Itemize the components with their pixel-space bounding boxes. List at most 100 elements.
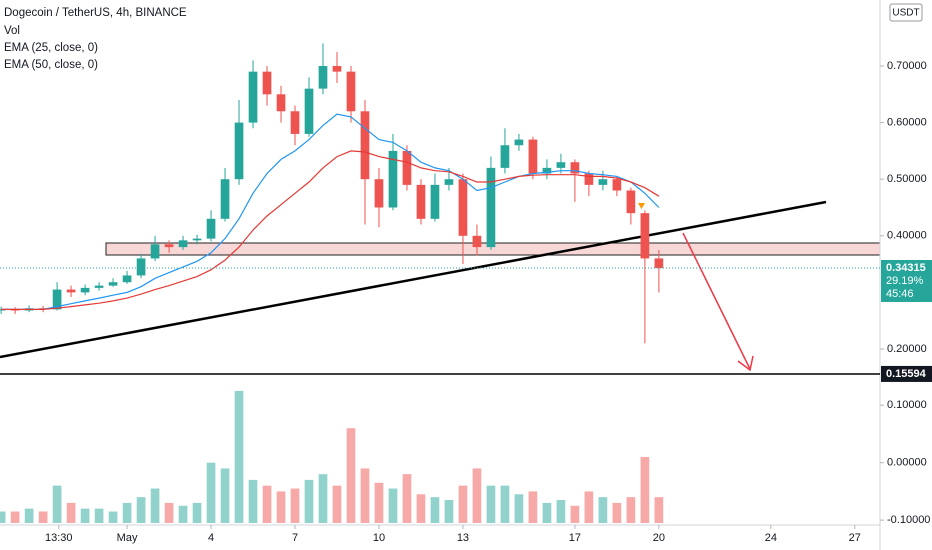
volume-bar	[360, 468, 370, 523]
ema-line	[1, 150, 660, 310]
volume-bar	[38, 511, 48, 523]
chart-title: Dogecoin / TetherUS, 4h, BINANCE	[4, 7, 187, 19]
volume-bar	[388, 488, 398, 523]
level-label-box	[881, 365, 932, 382]
candle-body	[262, 71, 272, 95]
volume-bar	[164, 502, 174, 523]
candle-body	[444, 179, 454, 185]
x-tick-label: 24	[765, 532, 777, 544]
candle-body	[402, 150, 412, 185]
x-tick-label: May	[117, 532, 138, 544]
volume-bar	[234, 390, 244, 523]
last-price-countdown: 45:46	[886, 288, 914, 300]
volume-bar	[640, 456, 650, 523]
legend-ema: EMA (50, close, 0)	[4, 59, 98, 71]
candle-body	[472, 235, 482, 248]
volume-bar	[10, 511, 20, 523]
last-price-label: 0.34315	[886, 262, 926, 274]
candle-body	[570, 162, 580, 174]
candle-body	[178, 240, 188, 248]
x-tick-label: 13	[457, 532, 469, 544]
last-price-change: 29.19%	[886, 275, 924, 287]
candle-body	[500, 145, 510, 168]
volume-bar	[0, 511, 6, 523]
ema-line	[1, 113, 660, 310]
volume-bar	[136, 497, 146, 523]
candle-body	[626, 190, 636, 214]
legend-ema: EMA (25, close, 0)	[4, 42, 98, 54]
candle-body	[528, 139, 538, 174]
currency-box[interactable]	[889, 3, 923, 22]
signal-marker	[638, 203, 645, 209]
y-tick-label: 0.70000	[887, 60, 927, 72]
volume-bar	[402, 474, 412, 523]
candle-body	[220, 179, 230, 219]
x-tick-label: 17	[569, 532, 581, 544]
candle-body	[486, 167, 496, 248]
volume-bar	[598, 497, 608, 523]
volume-bar	[570, 505, 580, 523]
candle-body	[122, 275, 132, 283]
candle-body	[584, 173, 594, 185]
volume-bar	[304, 479, 314, 523]
candle-body	[654, 258, 664, 269]
volume-bar	[66, 502, 76, 523]
y-tick-label: 0.20000	[887, 343, 927, 355]
volume-bar	[458, 485, 468, 523]
volume-bar	[444, 500, 454, 523]
volume-bar	[374, 482, 384, 523]
candle-body	[612, 179, 622, 191]
volume-bar	[318, 474, 328, 523]
volume-tick-label: -0.10000	[887, 514, 930, 526]
volume-bar	[346, 428, 356, 523]
candle-body	[206, 218, 216, 239]
candle-body	[136, 258, 146, 276]
volume-bar	[52, 485, 62, 523]
volume-bar	[514, 494, 524, 523]
candle-body	[430, 184, 440, 219]
volume-bar	[178, 505, 188, 523]
arrow-head	[737, 355, 754, 372]
candle-body	[164, 244, 174, 248]
candle-body	[192, 238, 202, 241]
volume-bar	[430, 497, 440, 523]
candle-body	[318, 65, 328, 89]
candle-body	[248, 71, 258, 123]
candle-body	[52, 289, 62, 310]
candle-body	[80, 287, 90, 293]
x-tick-label: 7	[292, 532, 298, 544]
x-tick-label: 13:30	[45, 532, 73, 544]
candle-body	[108, 282, 118, 286]
candle-body	[94, 285, 104, 288]
volume-bar	[192, 502, 202, 523]
volume-bar	[612, 502, 622, 523]
candle-body	[640, 213, 650, 259]
y-tick-label: 0.50000	[887, 173, 927, 185]
volume-bar	[500, 485, 510, 523]
candle-body	[346, 71, 356, 112]
legend-volume: Vol	[4, 25, 20, 37]
x-tick-label: 20	[653, 532, 665, 544]
candle-body	[290, 111, 300, 134]
volume-bar	[262, 485, 272, 523]
candle-body	[514, 139, 524, 146]
volume-bar	[486, 485, 496, 523]
volume-tick-label: 0.10000	[887, 399, 927, 411]
candle-body	[388, 150, 398, 208]
candle-body	[598, 179, 608, 185]
candle-body	[416, 184, 426, 219]
volume-bar	[626, 497, 636, 523]
y-tick-label: 0.40000	[887, 230, 927, 242]
trend-line	[0, 200, 827, 359]
candle-body	[66, 289, 76, 293]
volume-bar	[24, 508, 34, 523]
volume-bar	[206, 462, 216, 523]
candle-body	[360, 111, 370, 180]
candle-body	[150, 244, 160, 259]
volume-bar	[94, 508, 104, 523]
volume-bar	[542, 502, 552, 523]
currency: USDT	[892, 8, 919, 19]
volume-bar	[248, 479, 258, 523]
level-label: 0.15594	[886, 368, 927, 380]
